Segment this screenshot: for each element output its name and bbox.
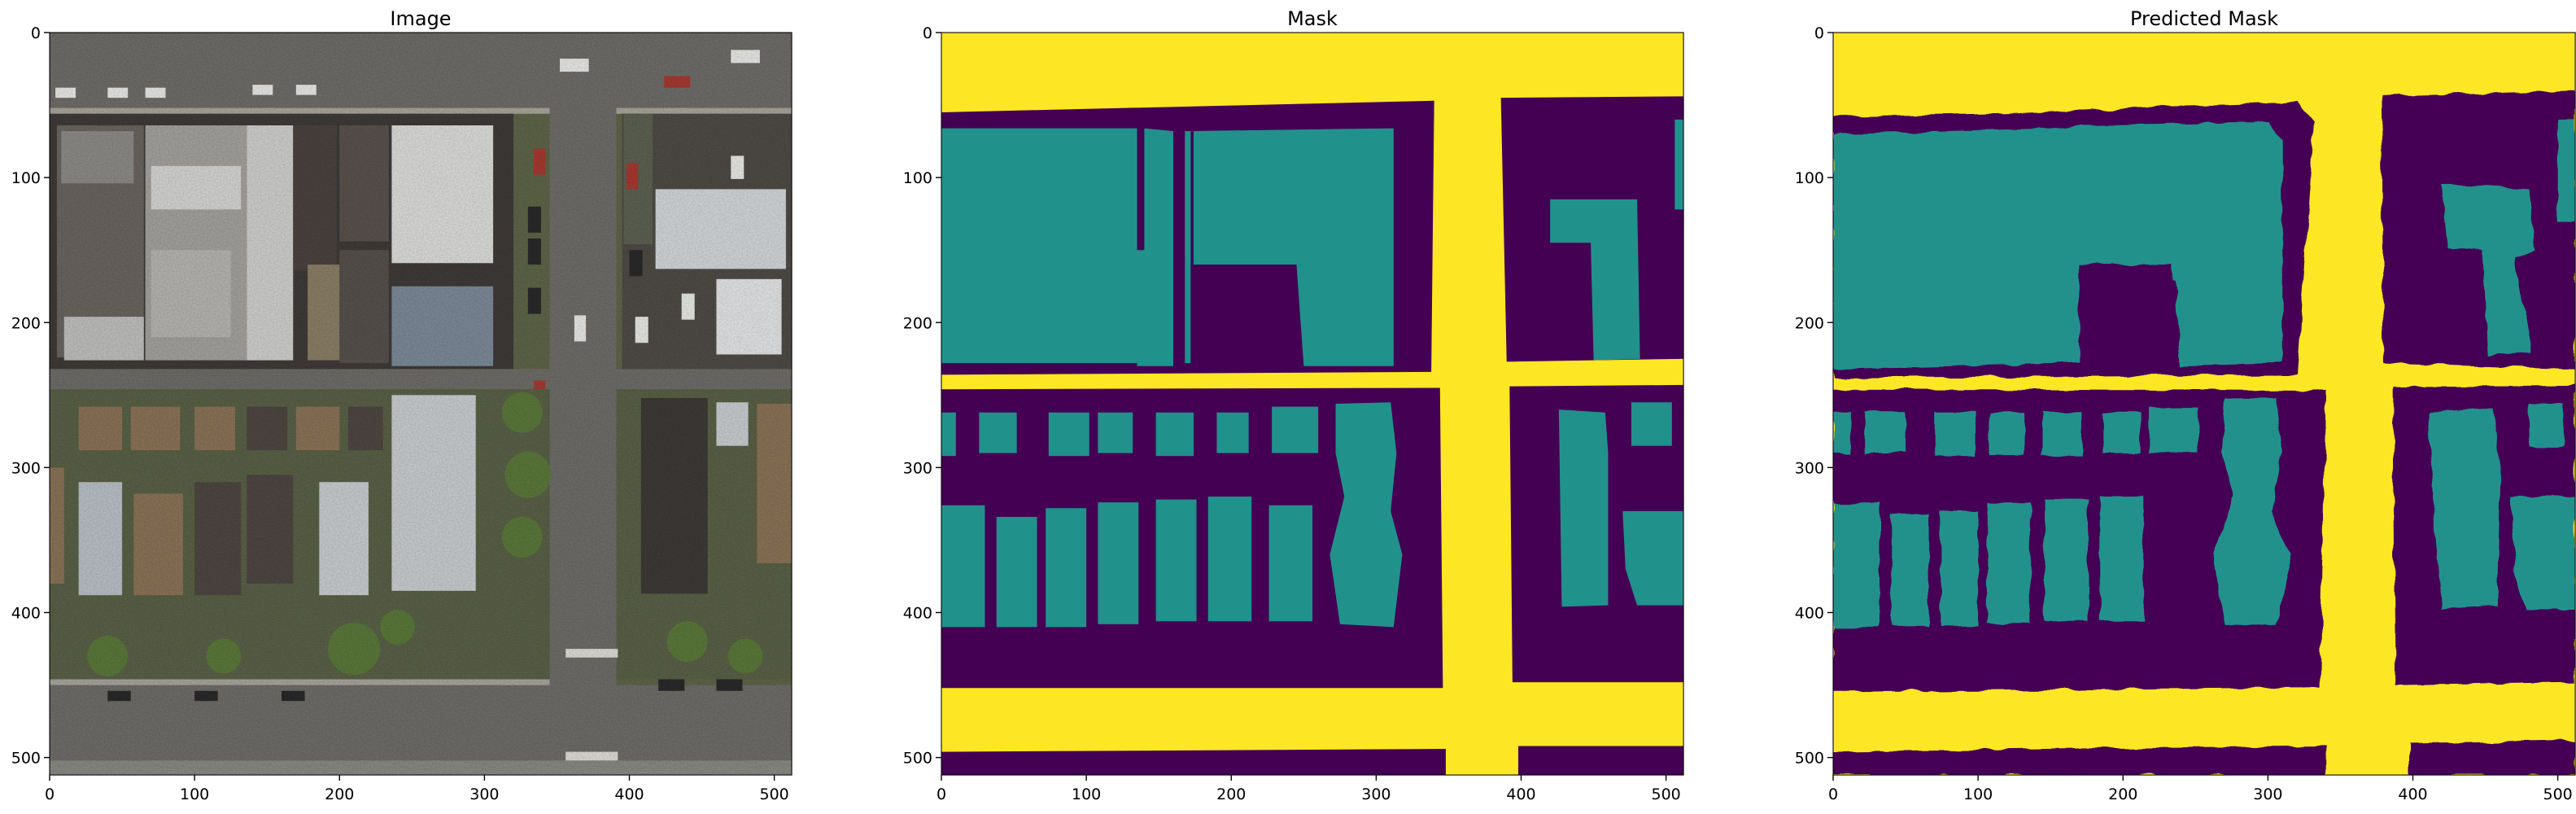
y-tick-label: 200 bbox=[11, 314, 41, 332]
panel-predicted-mask bbox=[1832, 32, 2576, 776]
x-tick-label: 400 bbox=[1506, 786, 1535, 803]
x-tick-label: 100 bbox=[180, 786, 209, 803]
y-tick-label: 500 bbox=[903, 750, 932, 768]
x-tick-label: 200 bbox=[2108, 786, 2137, 803]
photo-buildings-top-right bbox=[622, 113, 792, 370]
y-tick-label: 200 bbox=[903, 314, 932, 332]
x-tick-label: 500 bbox=[759, 786, 788, 803]
y-tick-label: 100 bbox=[903, 169, 932, 187]
x-tick-label: 300 bbox=[469, 786, 499, 803]
panel-title-image: Image bbox=[390, 7, 451, 30]
panel-title-mask: Mask bbox=[1287, 7, 1338, 30]
y-tick-label: 400 bbox=[11, 605, 41, 623]
y-tick-label: 500 bbox=[11, 750, 41, 768]
x-tick-label: 0 bbox=[1828, 786, 1838, 803]
y-tick-label: 300 bbox=[1795, 459, 1824, 477]
x-tick-label: 0 bbox=[937, 786, 946, 803]
x-tick-label: 200 bbox=[325, 786, 354, 803]
axes-layer: Image 0 100 200 300 400 500 0 100 200 300 400 500 Mas… bbox=[11, 7, 2573, 803]
y-tick-label: 300 bbox=[11, 459, 41, 477]
x-tick-label: 300 bbox=[2253, 786, 2282, 803]
panel-mask bbox=[941, 32, 1684, 776]
y-tick-label: 0 bbox=[31, 24, 41, 42]
photo-trees bbox=[87, 392, 763, 676]
y-tick-label: 400 bbox=[1795, 605, 1824, 623]
x-tick-label: 100 bbox=[1963, 786, 1993, 803]
x-tick-label: 500 bbox=[2543, 786, 2572, 803]
panel-title-predicted-mask: Predicted Mask bbox=[2130, 7, 2278, 30]
x-tick-label: 200 bbox=[1216, 786, 1246, 803]
mask-buildings bbox=[941, 119, 1684, 628]
x-tick-label: 400 bbox=[614, 786, 644, 803]
panel-image bbox=[49, 32, 792, 776]
y-tick-label: 200 bbox=[1795, 314, 1824, 332]
y-tick-label: 400 bbox=[903, 605, 932, 623]
photo-buildings-top-left bbox=[50, 113, 514, 370]
x-tick-label: 0 bbox=[45, 786, 55, 803]
x-tick-label: 100 bbox=[1072, 786, 1101, 803]
y-tick-label: 0 bbox=[923, 24, 932, 42]
x-tick-label: 300 bbox=[1361, 786, 1391, 803]
pred-buildings bbox=[1833, 119, 2576, 628]
photo-houses-bottom-left bbox=[50, 389, 550, 680]
y-tick-label: 100 bbox=[1795, 169, 1824, 187]
y-tick-label: 100 bbox=[11, 169, 41, 187]
x-tick-label: 400 bbox=[2398, 786, 2427, 803]
y-tick-label: 0 bbox=[1814, 24, 1824, 42]
y-tick-label: 300 bbox=[903, 459, 932, 477]
y-tick-label: 500 bbox=[1795, 750, 1824, 768]
x-tick-label: 500 bbox=[1651, 786, 1680, 803]
